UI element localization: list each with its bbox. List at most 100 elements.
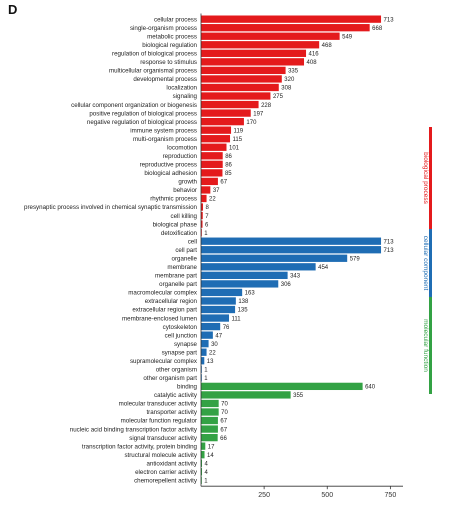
bar — [201, 459, 203, 467]
category-label: developmental process — [133, 76, 197, 83]
bar — [201, 314, 230, 322]
x-tick-label: 750 — [385, 492, 397, 499]
bar — [201, 194, 207, 203]
value-label: 355 — [293, 393, 304, 399]
value-label: 640 — [365, 385, 376, 391]
category-label: cellular component organization or bioge… — [71, 102, 197, 109]
bar — [201, 297, 236, 305]
bar — [201, 143, 227, 151]
bar — [201, 391, 291, 399]
category-label: cell — [188, 238, 197, 245]
value-label: 4 — [205, 461, 209, 467]
bar — [201, 340, 209, 348]
bar — [201, 451, 205, 459]
category-label: biological regulation — [142, 42, 197, 49]
value-label: 135 — [238, 308, 249, 314]
bar — [201, 160, 223, 168]
category-label: molecular transducer activity — [119, 401, 198, 408]
legend-label: molecular function — [422, 319, 429, 372]
bar — [201, 348, 207, 356]
x-tick-label: 500 — [321, 492, 333, 499]
bar — [201, 66, 286, 75]
legend-label: cellular component — [422, 236, 429, 291]
category-label: metabolic process — [147, 33, 197, 40]
category-label: locomotion — [167, 144, 197, 151]
value-label: 138 — [238, 299, 249, 305]
category-label: localization — [166, 85, 197, 92]
value-label: 37 — [213, 188, 220, 194]
value-label: 549 — [342, 34, 353, 40]
category-label: multicellular organismal process — [109, 68, 197, 75]
value-label: 1 — [204, 376, 208, 382]
category-label: supramolecular complex — [130, 358, 198, 365]
category-label: regulation of biological process — [112, 51, 197, 58]
value-label: 343 — [290, 274, 301, 280]
value-label: 1 — [204, 479, 208, 485]
bar — [201, 32, 340, 40]
bar — [201, 177, 218, 186]
category-label: detoxification — [161, 230, 198, 237]
category-label: molecular function regulator — [121, 418, 197, 425]
bar — [201, 280, 279, 288]
value-label: 86 — [225, 154, 232, 160]
value-label: 308 — [281, 86, 292, 92]
bar — [201, 263, 316, 271]
category-label: response to stimulus — [140, 59, 197, 66]
category-label: electron carrier activity — [135, 469, 198, 476]
category-label: negative regulation of biological proces… — [87, 119, 197, 126]
legend-bar — [429, 297, 432, 394]
value-label: 14 — [207, 453, 214, 459]
category-label: extracellular region — [145, 298, 198, 305]
value-label: 468 — [322, 43, 333, 49]
value-label: 275 — [273, 94, 284, 100]
category-label: antioxidant activity — [146, 460, 197, 467]
legend-bar — [429, 229, 432, 297]
category-label: transcription factor activity, protein b… — [82, 443, 198, 450]
category-label: signaling — [173, 93, 198, 100]
category-label: synapse part — [162, 349, 198, 356]
bar — [201, 186, 211, 194]
category-label: cellular process — [154, 16, 197, 23]
value-label: 1 — [204, 231, 208, 237]
category-label: macromolecular complex — [128, 290, 198, 297]
category-label: cell part — [175, 247, 197, 254]
category-label: behavior — [173, 187, 197, 194]
x-tick-label: 250 — [258, 492, 270, 499]
category-label: biological adhesion — [144, 170, 197, 177]
value-label: 228 — [261, 103, 272, 109]
value-label: 1 — [204, 367, 208, 373]
category-label: extracellular region part — [132, 307, 197, 314]
bar — [201, 75, 282, 83]
value-label: 416 — [309, 52, 320, 58]
bar — [201, 442, 206, 450]
bar — [201, 322, 221, 331]
category-label: rhythmic process — [150, 196, 197, 203]
bar — [201, 117, 244, 126]
category-label: presynaptic process involved in chemical… — [24, 204, 198, 211]
category-label: nucleic acid binding transcription facto… — [70, 426, 198, 433]
bar — [201, 49, 307, 57]
value-label: 101 — [229, 145, 240, 151]
bar — [201, 468, 203, 476]
value-label: 111 — [232, 316, 242, 322]
category-label: other organism part — [143, 375, 197, 382]
bar — [201, 433, 218, 442]
value-label: 67 — [220, 180, 227, 186]
category-label: organelle part — [159, 281, 197, 288]
bar — [201, 15, 382, 23]
bar — [201, 126, 232, 134]
bar — [201, 211, 203, 220]
bar — [201, 24, 370, 32]
value-label: 408 — [307, 60, 318, 66]
value-label: 30 — [211, 342, 218, 348]
bar — [201, 58, 305, 66]
value-label: 86 — [225, 163, 232, 169]
value-label: 70 — [221, 410, 228, 416]
value-label: 579 — [350, 256, 361, 262]
value-label: 66 — [220, 436, 227, 442]
value-label: 76 — [223, 325, 230, 331]
value-label: 13 — [207, 359, 214, 365]
value-label: 306 — [281, 282, 292, 288]
bar — [201, 83, 279, 92]
